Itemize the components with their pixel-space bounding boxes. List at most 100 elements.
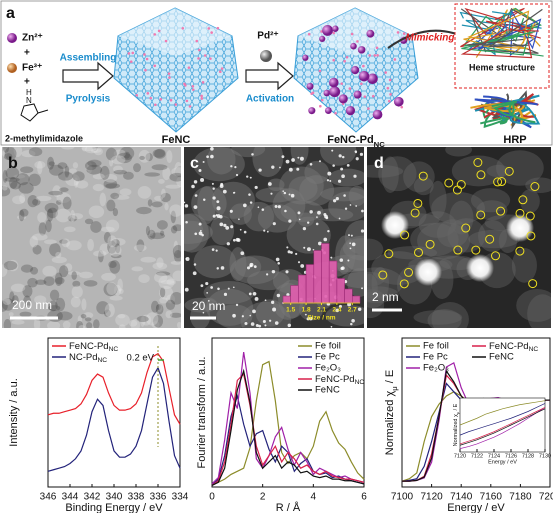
- grain: [84, 161, 97, 171]
- sparkle: [129, 60, 133, 63]
- pd-sphere: [350, 42, 357, 50]
- particle: [206, 155, 209, 159]
- heme-structure: [459, 7, 544, 59]
- grain: [27, 277, 38, 288]
- pd-sphere: [351, 66, 360, 75]
- grain: [28, 173, 41, 187]
- pd-sphere: [393, 96, 404, 107]
- particle: [249, 264, 253, 268]
- grain: [37, 212, 47, 223]
- particle: [210, 147, 214, 151]
- particle: [298, 218, 301, 221]
- particle: [194, 232, 198, 236]
- particle: [251, 153, 254, 156]
- grain: [154, 148, 166, 159]
- grain: [169, 204, 181, 217]
- particle: [234, 165, 237, 169]
- sparkle: [191, 85, 195, 88]
- grain: [11, 295, 19, 305]
- bar: [336, 278, 345, 304]
- metal: Pd²⁺: [257, 31, 278, 42]
- particle: [271, 269, 276, 274]
- grain: [70, 296, 81, 308]
- grain: [139, 155, 145, 161]
- grain: [136, 206, 152, 215]
- particle: [343, 194, 346, 197]
- grain: [90, 221, 102, 233]
- particle: [277, 205, 281, 209]
- particle: [291, 158, 295, 162]
- particle: [287, 250, 291, 254]
- grain: [107, 235, 117, 248]
- particle: [198, 222, 202, 226]
- particle: [303, 246, 306, 249]
- grain: [516, 289, 551, 322]
- text-part: μ: [456, 412, 460, 414]
- grain: [184, 220, 213, 244]
- grain: [109, 244, 122, 257]
- single-atom: [473, 157, 483, 167]
- grain: [49, 289, 60, 301]
- grain: [279, 166, 324, 205]
- single-atom: [413, 198, 423, 208]
- grain: [147, 199, 153, 207]
- grain: [378, 156, 417, 192]
- particle: [327, 229, 330, 233]
- y-axis-label: Normalized χμ / E: [453, 403, 460, 446]
- particle: [206, 292, 208, 294]
- grain: [65, 173, 80, 186]
- grain: [62, 320, 71, 328]
- grain: [145, 225, 151, 236]
- cluster: [506, 214, 534, 242]
- particle: [270, 192, 273, 195]
- grain: [99, 192, 107, 207]
- grain: [371, 251, 427, 285]
- x-tick-label: 7128: [522, 453, 534, 459]
- x-axis-label: Energy / eV: [447, 502, 505, 513]
- grain: [68, 168, 78, 174]
- particle: [254, 297, 259, 301]
- x-axis-label: Energy / eV: [488, 459, 517, 465]
- grain: [57, 162, 68, 169]
- single-atom: [497, 177, 507, 187]
- grain: [100, 226, 115, 233]
- x-tick-label: 2.1: [317, 307, 326, 314]
- grain: [173, 250, 181, 263]
- grain: [98, 250, 104, 263]
- sparkle: [210, 31, 213, 34]
- grain: [191, 186, 227, 221]
- particle: [344, 207, 348, 210]
- grain: [288, 176, 318, 201]
- grain: [80, 313, 87, 319]
- step: Assembling: [60, 53, 117, 64]
- particle: [288, 219, 292, 223]
- grain: [155, 303, 164, 315]
- grain: [64, 165, 70, 178]
- grain: [267, 178, 285, 192]
- particle: [354, 150, 358, 153]
- grain: [18, 182, 34, 194]
- grain: [84, 218, 94, 225]
- pd-ball: [260, 50, 272, 62]
- particle: [249, 176, 252, 179]
- grain: [71, 271, 77, 280]
- single-atom: [471, 245, 481, 255]
- grain: [138, 149, 151, 163]
- grain: [130, 318, 141, 328]
- sparkle: [384, 71, 387, 74]
- grain: [145, 153, 153, 162]
- grain: [23, 295, 32, 309]
- grain: [16, 173, 30, 186]
- x-tick-label: 2.4: [332, 307, 341, 314]
- grain: [486, 164, 511, 178]
- grain: [2, 264, 8, 278]
- grain: [367, 289, 385, 308]
- sparkle: [320, 98, 324, 102]
- sparkle: [396, 31, 400, 34]
- grain: [381, 156, 399, 194]
- particle: [264, 324, 267, 327]
- x-tick-label: 344: [62, 492, 79, 503]
- single-atom: [485, 234, 495, 244]
- particle: [217, 287, 220, 291]
- grain: [4, 147, 17, 161]
